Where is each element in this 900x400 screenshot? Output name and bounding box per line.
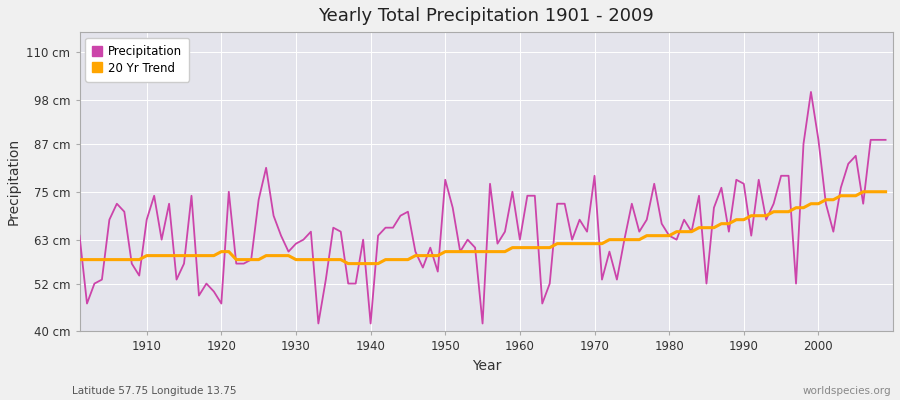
Title: Yearly Total Precipitation 1901 - 2009: Yearly Total Precipitation 1901 - 2009 <box>319 7 654 25</box>
Text: Latitude 57.75 Longitude 13.75: Latitude 57.75 Longitude 13.75 <box>72 386 237 396</box>
Y-axis label: Precipitation: Precipitation <box>7 138 21 225</box>
X-axis label: Year: Year <box>472 359 501 373</box>
Legend: Precipitation, 20 Yr Trend: Precipitation, 20 Yr Trend <box>86 38 189 82</box>
Text: worldspecies.org: worldspecies.org <box>803 386 891 396</box>
